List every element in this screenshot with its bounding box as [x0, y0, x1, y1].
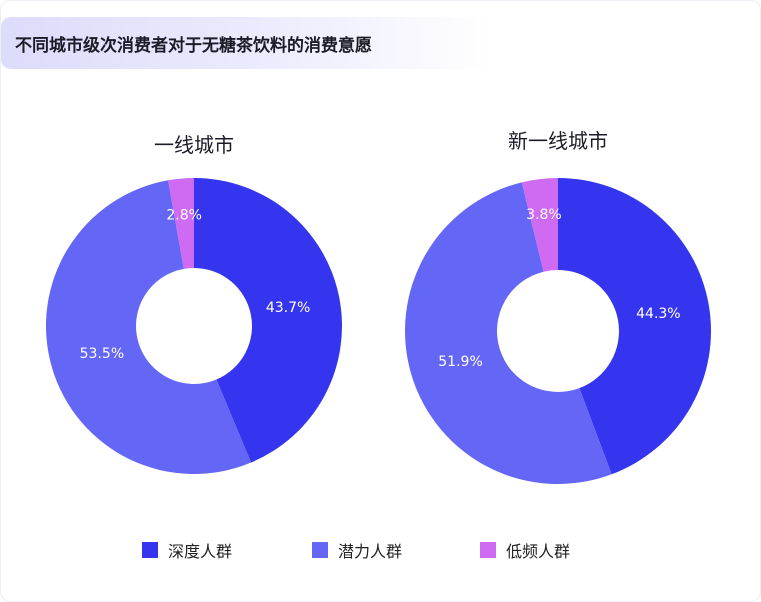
donut-2-slice-deep — [558, 178, 712, 475]
legend: 深度人群 潜力人群 低频人群 — [0, 538, 761, 568]
donut-2-title: 新一线城市 — [508, 129, 608, 153]
donut-1-label-low: 2.8% — [166, 207, 202, 223]
legend-swatch-deep — [142, 542, 158, 558]
donut-1-title: 一线城市 — [154, 133, 234, 157]
legend-swatch-potential — [312, 542, 328, 558]
donut-1-label-potential: 53.5% — [80, 346, 124, 362]
donut-1-slice-potential — [45, 180, 252, 474]
donut-2-slice-potential — [405, 182, 612, 484]
title-banner: 不同城市级次消费者对于无糖茶饮料的消费意愿 — [1, 17, 493, 69]
donut-2-label-potential: 51.9% — [438, 354, 482, 370]
legend-label-low: 低频人群 — [506, 542, 571, 561]
donut-chart-2: 44.3% 51.9% 3.8% 新一线城市 — [405, 129, 712, 484]
legend-item-potential: 潜力人群 — [312, 538, 402, 562]
donut-2-slice-low — [521, 178, 558, 272]
donut-chart-1: 43.7% 53.5% 2.8% 一线城市 — [45, 133, 343, 474]
donut-1-label-deep: 43.7% — [266, 300, 310, 316]
legend-swatch-low — [480, 542, 496, 558]
donut-1-slice-deep — [194, 178, 343, 463]
donut-2-label-deep: 44.3% — [636, 306, 680, 322]
legend-label-deep: 深度人群 — [168, 542, 233, 561]
page-title: 不同城市级次消费者对于无糖茶饮料的消费意愿 — [15, 36, 372, 56]
legend-item-low: 低频人群 — [480, 538, 570, 562]
legend-item-deep: 深度人群 — [142, 538, 232, 562]
donut-2-label-low: 3.8% — [526, 207, 562, 223]
legend-label-potential: 潜力人群 — [338, 542, 403, 561]
donut-1-slice-low — [168, 178, 194, 269]
